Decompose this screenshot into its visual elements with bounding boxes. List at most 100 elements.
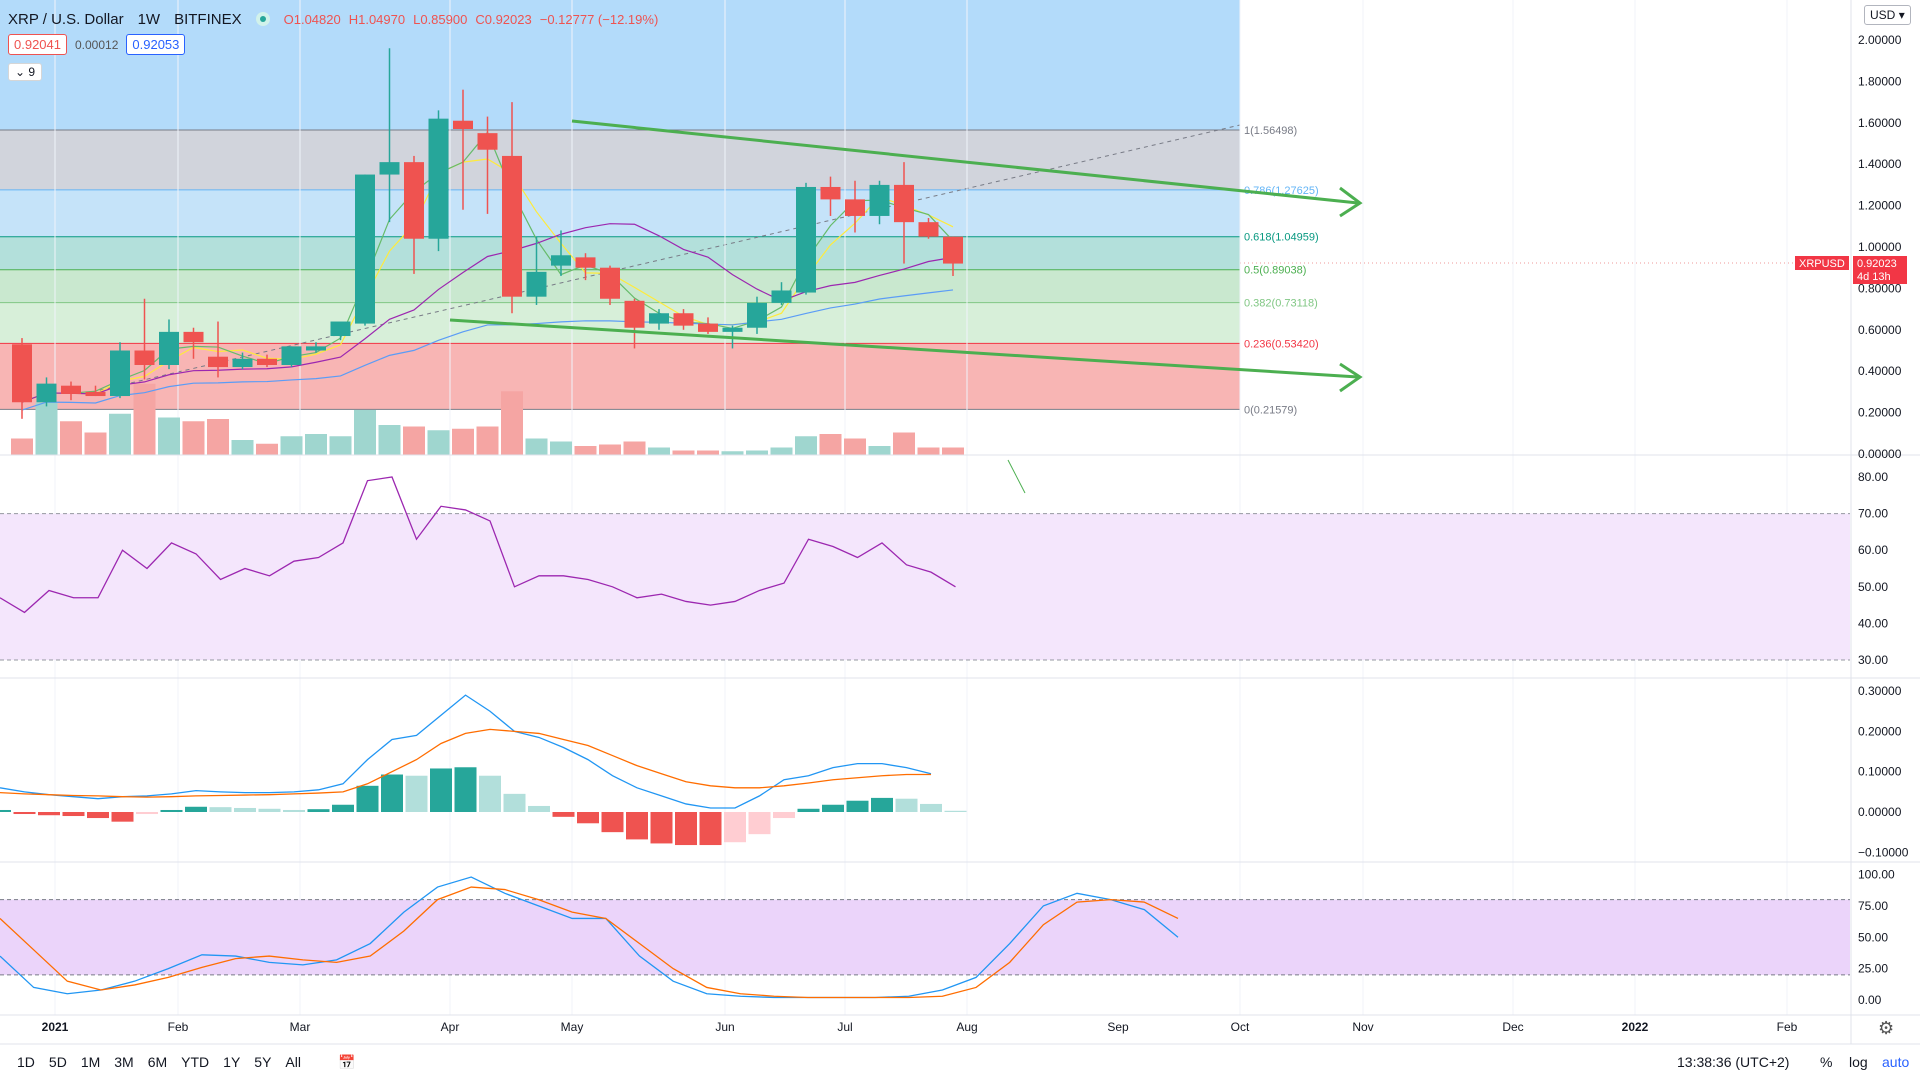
candle-body xyxy=(747,302,767,328)
range-button-6m[interactable]: 6M xyxy=(147,1054,168,1070)
macd-histogram-bar xyxy=(528,805,550,812)
symbol-title[interactable]: XRP / U.S. Dollar xyxy=(8,10,124,28)
candle-body xyxy=(575,257,596,268)
fib-level-label: 0.5(0.89038) xyxy=(1244,265,1306,277)
volume-bar xyxy=(697,450,719,455)
macd-histogram-bar xyxy=(675,812,697,846)
macd-histogram-bar xyxy=(0,809,11,812)
volume-bar xyxy=(182,421,205,455)
volume-bar xyxy=(795,436,817,455)
candle-body xyxy=(134,350,155,365)
fib-zone-0382-0236 xyxy=(0,302,1240,344)
candle-body xyxy=(600,267,620,299)
calendar-goto-icon[interactable]: 📅 xyxy=(337,1053,356,1070)
bottom-toolbar: 1D 5D 1M 3M 6M YTD 1Y 5Y All 📅 13:38:36 (UTC+2) … xyxy=(0,1044,1920,1080)
range-button-5y[interactable]: 5Y xyxy=(254,1054,272,1070)
candle-body xyxy=(943,236,963,264)
volume-bar xyxy=(207,419,229,455)
time-axis-tick-label: Mar xyxy=(290,1020,311,1034)
volume-bar xyxy=(452,428,474,455)
upper-channel-line xyxy=(571,119,1359,205)
macd-axis-tick-label: 0.20000 xyxy=(1858,724,1902,738)
macd-histogram-bar xyxy=(626,812,648,840)
macd-axis-tick-label: 0.30000 xyxy=(1858,684,1902,698)
ma-purple-line xyxy=(21,223,954,403)
price-axis-tick-label: 0.80000 xyxy=(1858,281,1902,295)
lower-arrow-head-icon xyxy=(1339,362,1363,393)
range-button-3m[interactable]: 3M xyxy=(114,1054,134,1070)
timeframe-label[interactable]: 1W xyxy=(137,10,161,28)
high-value: H1.04970 xyxy=(348,11,406,27)
volume-bar xyxy=(550,441,572,455)
candle-body xyxy=(624,300,645,328)
range-button-ytd[interactable]: YTD xyxy=(181,1054,210,1070)
price-tag-box xyxy=(1853,256,1907,284)
clock-readout[interactable]: 13:38:36 (UTC+2) xyxy=(1677,1054,1790,1070)
indicators-count: 9 xyxy=(28,65,36,79)
volume-bar xyxy=(378,425,401,455)
time-axis-tick-label: Oct xyxy=(1231,1020,1250,1034)
candle-body xyxy=(355,174,375,324)
range-button-1y[interactable]: 1Y xyxy=(223,1054,241,1070)
candle-body xyxy=(85,391,106,397)
macd-histogram-bar xyxy=(650,812,673,844)
auto-scale-toggle[interactable]: auto xyxy=(1882,1054,1910,1070)
rsi-axis-tick-label: 70.00 xyxy=(1858,507,1888,521)
buy-price-button[interactable]: 0.92053 xyxy=(126,34,186,55)
stoch-band xyxy=(0,899,1850,975)
macd-histogram-bar xyxy=(381,774,403,812)
indicators-collapse-button[interactable]: ⌄ 9 xyxy=(8,63,43,81)
volume-bar xyxy=(35,402,58,455)
candle-body xyxy=(673,313,694,326)
time-axis-tick-label: Jul xyxy=(837,1020,852,1034)
volume-bar xyxy=(84,432,107,455)
time-axis-tick-label: 2021 xyxy=(42,1020,69,1034)
rsi-axis-tick-label: 80.00 xyxy=(1858,470,1888,484)
trade-buttons: 0.92041 0.00012 0.92053 xyxy=(8,34,186,55)
price-tag-symbol: XRPUSD xyxy=(1799,258,1845,270)
volume-bar xyxy=(623,441,646,455)
sell-price-button[interactable]: 0.92041 xyxy=(8,34,67,55)
macd-signal-line xyxy=(0,728,931,798)
price-axis-tick-label: 1.40000 xyxy=(1858,157,1902,171)
price-axis-tick-label: 2.00000 xyxy=(1858,33,1902,47)
macd-histogram-bar xyxy=(430,768,452,812)
candle-body xyxy=(845,199,865,216)
macd-histogram-bar xyxy=(38,812,60,816)
macd-histogram-bar xyxy=(405,775,428,812)
candle-body xyxy=(257,358,277,365)
volume-bar xyxy=(60,421,82,455)
candle-body xyxy=(526,271,547,297)
range-button-1m[interactable]: 1M xyxy=(80,1054,101,1070)
candle-body xyxy=(796,186,816,293)
price-axis-tick-label: 0.40000 xyxy=(1858,364,1902,378)
range-button-5d[interactable]: 5D xyxy=(48,1054,67,1070)
exchange-label: BITFINEX xyxy=(174,10,242,28)
macd-axis-tick-label: −0.10000 xyxy=(1858,845,1909,859)
volume-bar xyxy=(305,434,327,455)
rsi-axis-tick-label: 60.00 xyxy=(1858,543,1888,557)
volume-bar xyxy=(231,440,254,455)
volume-bar xyxy=(256,443,278,455)
time-axis-tick-label: Feb xyxy=(168,1020,189,1034)
macd-histogram-bar xyxy=(944,810,967,812)
ohlc-values: O1.04820 H1.04970 L0.85900 C0.92023 −0.1… xyxy=(284,12,659,27)
candle-body xyxy=(232,358,253,368)
log-scale-toggle[interactable]: log xyxy=(1849,1054,1868,1070)
volume-bar xyxy=(721,451,744,455)
rsi-axis-tick-label: 50.00 xyxy=(1858,580,1888,594)
macd-histogram-bar xyxy=(307,809,330,812)
currency-selector[interactable]: USD ▾ xyxy=(1864,5,1911,25)
macd-histogram-bar xyxy=(258,808,281,812)
range-button-all[interactable]: All xyxy=(285,1054,301,1070)
percent-scale-toggle[interactable]: % xyxy=(1820,1054,1833,1070)
spread-value: 0.00012 xyxy=(75,37,119,52)
candle-body xyxy=(306,346,326,351)
fib-zone-0786-0618 xyxy=(0,189,1240,237)
candle-body xyxy=(453,120,473,130)
stoch-d-line xyxy=(0,886,1179,999)
settings-gear-icon[interactable]: ⚙ xyxy=(1878,1018,1895,1038)
stoch-axis-tick-label: 0.00 xyxy=(1858,993,1882,1007)
range-button-1d[interactable]: 1D xyxy=(17,1054,35,1070)
